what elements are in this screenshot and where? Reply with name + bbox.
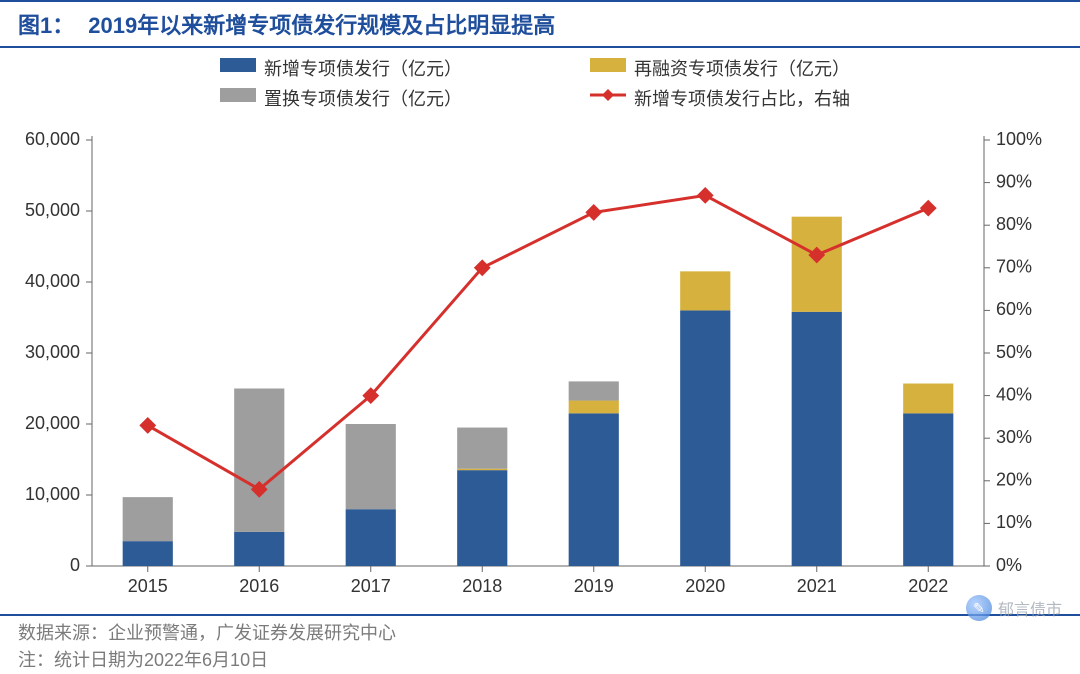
legend-swatch — [220, 88, 256, 102]
bar-bar_refi — [680, 271, 730, 310]
x-label: 2016 — [239, 576, 279, 596]
legend-swatch — [590, 58, 626, 72]
bar-bar_new — [792, 312, 842, 566]
y-right-label: 60% — [996, 299, 1032, 319]
chart-svg: 新增专项债发行（亿元） 再融资专项债发行（亿元） 置换专项债发行（亿元） 新增专项债发… — [0, 52, 1062, 612]
figure-label: 图1： — [18, 8, 74, 40]
note-text: 统计日期为2022年6月10日 — [54, 650, 268, 670]
y-left-label: 0 — [70, 555, 80, 575]
x-label: 2019 — [574, 576, 614, 596]
x-label: 2021 — [797, 576, 837, 596]
bar-bar_swap — [569, 381, 619, 400]
y-right-label: 70% — [996, 257, 1032, 277]
watermark-logo-icon: ✎ — [966, 595, 992, 621]
x-label: 2020 — [685, 576, 725, 596]
note-prefix: 注： — [18, 650, 54, 670]
x-label: 2022 — [908, 576, 948, 596]
bar-bar_new — [346, 509, 396, 566]
bar-bar_new — [457, 470, 507, 566]
legend-label: 新增专项债发行（亿元） — [264, 59, 462, 79]
watermark: ✎ 郁言债市 — [966, 595, 1062, 621]
watermark-text: 郁言债市 — [998, 596, 1062, 620]
x-label: 2018 — [462, 576, 502, 596]
legend-label: 置换专项债发行（亿元） — [264, 89, 462, 109]
y-right-label: 80% — [996, 214, 1032, 234]
title-bar: 图1： 2019年以来新增专项债发行规模及占比明显提高 — [0, 0, 1080, 48]
figure-title: 2019年以来新增专项债发行规模及占比明显提高 — [88, 8, 555, 40]
bar-bar_swap — [457, 428, 507, 469]
legend-swatch — [220, 58, 256, 72]
bar-bar_refi — [792, 217, 842, 312]
bar-bar_new — [123, 541, 173, 566]
y-right-label: 10% — [996, 512, 1032, 532]
y-right-label: 20% — [996, 470, 1032, 490]
legend-label: 再融资专项债发行（亿元） — [634, 59, 850, 79]
y-right-label: 50% — [996, 342, 1032, 362]
legend-diamond-icon — [602, 89, 614, 101]
footer: 数据来源：企业预警通，广发证券发展研究中心 注：统计日期为2022年6月10日 — [0, 614, 1080, 674]
x-label: 2017 — [351, 576, 391, 596]
x-label: 2015 — [128, 576, 168, 596]
bar-bar_new — [680, 310, 730, 566]
bar-bar_refi — [457, 469, 507, 470]
y-left-label: 40,000 — [25, 271, 80, 291]
source-line: 数据来源：企业预警通，广发证券发展研究中心 — [18, 620, 1062, 647]
y-left-label: 60,000 — [25, 129, 80, 149]
bar-bar_new — [569, 413, 619, 566]
bar-bar_new — [903, 413, 953, 566]
bar-bar_refi — [569, 401, 619, 414]
y-right-label: 90% — [996, 171, 1032, 191]
y-right-label: 30% — [996, 427, 1032, 447]
ratio-marker-diamond-icon — [698, 188, 713, 203]
y-right-label: 40% — [996, 384, 1032, 404]
y-left-label: 20,000 — [25, 413, 80, 433]
bar-bar_swap — [346, 424, 396, 509]
bar-bar_refi — [903, 384, 953, 414]
ratio-marker-diamond-icon — [140, 418, 155, 433]
ratio-marker-diamond-icon — [586, 205, 601, 220]
y-left-label: 10,000 — [25, 484, 80, 504]
bar-bar_new — [234, 532, 284, 566]
legend-label: 新增专项债发行占比，右轴 — [634, 89, 850, 109]
note-line: 注：统计日期为2022年6月10日 — [18, 647, 1062, 674]
y-right-label: 0% — [996, 555, 1022, 575]
y-left-label: 30,000 — [25, 342, 80, 362]
bar-bar_swap — [234, 389, 284, 532]
bar-bar_swap — [123, 497, 173, 541]
ratio-marker-diamond-icon — [921, 200, 936, 215]
y-right-label: 100% — [996, 129, 1042, 149]
chart-container: 新增专项债发行（亿元） 再融资专项债发行（亿元） 置换专项债发行（亿元） 新增专项债发… — [0, 52, 1062, 612]
y-left-label: 50,000 — [25, 200, 80, 220]
